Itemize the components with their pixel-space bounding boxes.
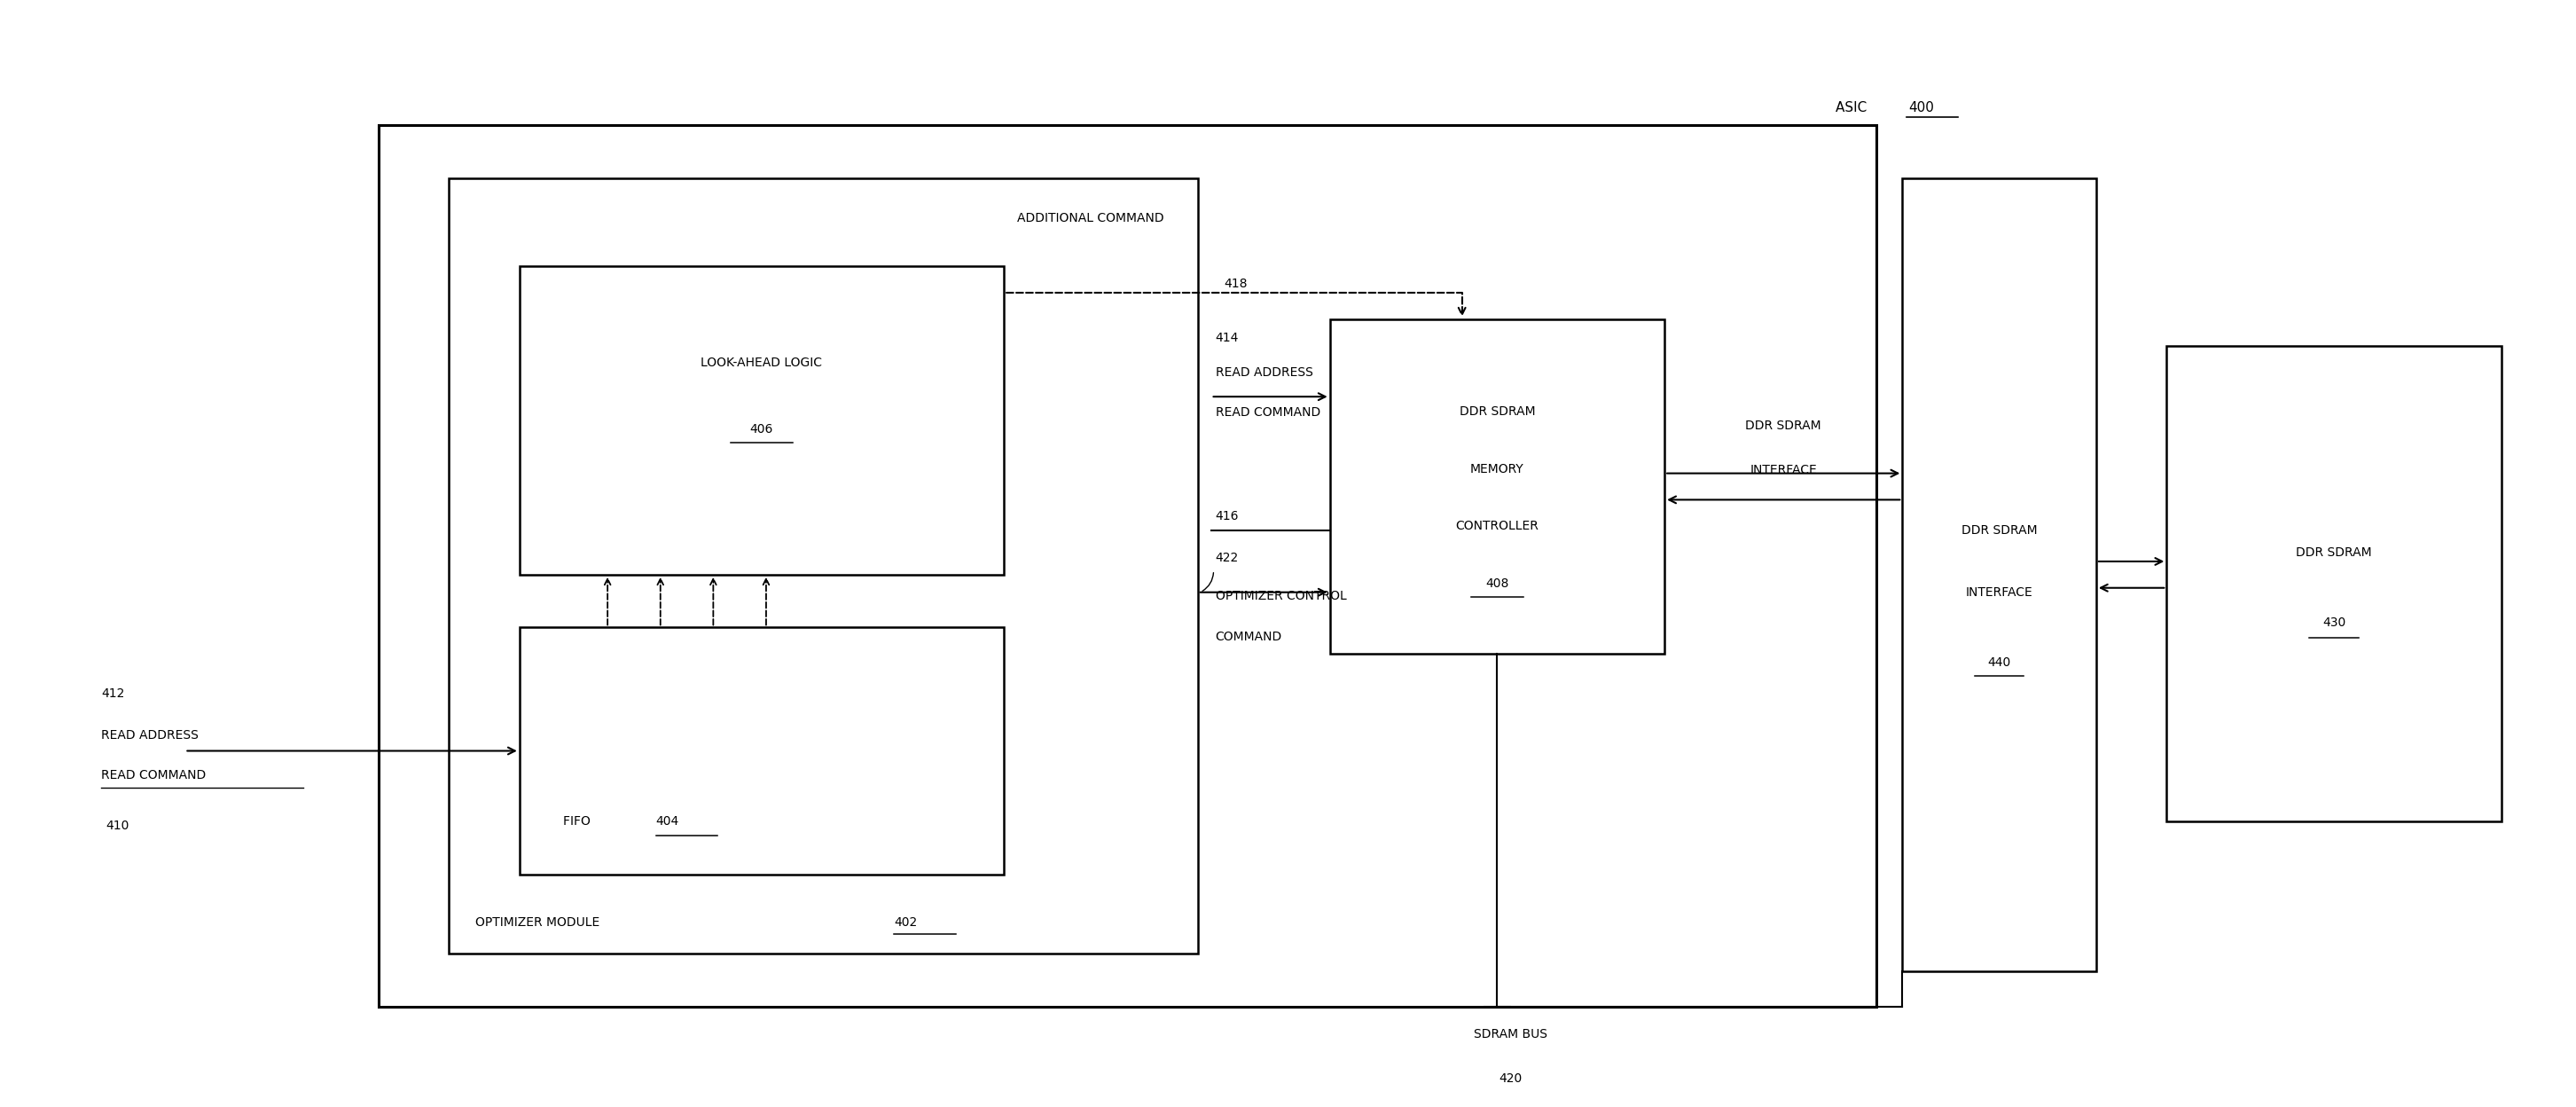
- Text: FIFO: FIFO: [564, 815, 598, 828]
- Text: CONTROLLER: CONTROLLER: [1455, 520, 1538, 532]
- Text: DDR SDRAM: DDR SDRAM: [1747, 420, 1821, 432]
- Text: 422: 422: [1216, 551, 1239, 565]
- Text: READ COMMAND: READ COMMAND: [100, 769, 206, 782]
- Text: MEMORY: MEMORY: [1471, 463, 1525, 475]
- Text: 420: 420: [1499, 1073, 1522, 1085]
- Text: LOOK-AHEAD LOGIC: LOOK-AHEAD LOGIC: [701, 356, 822, 370]
- Text: DDR SDRAM: DDR SDRAM: [1960, 525, 2038, 537]
- Bar: [379, 125, 1875, 1006]
- Text: 402: 402: [894, 917, 917, 929]
- Text: 440: 440: [1989, 656, 2012, 669]
- Text: 412: 412: [100, 687, 124, 700]
- Text: DDR SDRAM: DDR SDRAM: [2295, 547, 2372, 559]
- Bar: [2166, 345, 2501, 821]
- Bar: [1904, 178, 2097, 971]
- Text: COMMAND: COMMAND: [1216, 631, 1283, 643]
- Text: 418: 418: [1224, 278, 1247, 290]
- Text: ASIC: ASIC: [1837, 102, 1873, 115]
- Bar: [520, 628, 1005, 875]
- Text: READ ADDRESS: READ ADDRESS: [100, 728, 198, 742]
- Text: 408: 408: [1486, 577, 1510, 590]
- Text: READ ADDRESS: READ ADDRESS: [1216, 366, 1314, 379]
- Text: READ COMMAND: READ COMMAND: [1216, 406, 1319, 418]
- Text: SDRAM BUS: SDRAM BUS: [1473, 1028, 1548, 1041]
- Text: ADDITIONAL COMMAND: ADDITIONAL COMMAND: [1018, 211, 1164, 224]
- Text: 414: 414: [1216, 331, 1239, 344]
- Text: OPTIMIZER CONTROL: OPTIMIZER CONTROL: [1216, 590, 1347, 602]
- Text: 430: 430: [2324, 617, 2347, 629]
- Text: INTERFACE: INTERFACE: [1749, 464, 1816, 476]
- Text: 416: 416: [1216, 510, 1239, 523]
- Text: 400: 400: [1909, 102, 1935, 115]
- Text: INTERFACE: INTERFACE: [1965, 586, 2032, 599]
- Bar: [520, 267, 1005, 575]
- Text: 410: 410: [106, 819, 129, 832]
- Text: DDR SDRAM: DDR SDRAM: [1458, 405, 1535, 417]
- Bar: [448, 178, 1198, 953]
- Bar: [1329, 319, 1664, 654]
- Text: 406: 406: [750, 423, 773, 435]
- Text: OPTIMIZER MODULE: OPTIMIZER MODULE: [477, 917, 608, 929]
- Text: 404: 404: [657, 815, 680, 828]
